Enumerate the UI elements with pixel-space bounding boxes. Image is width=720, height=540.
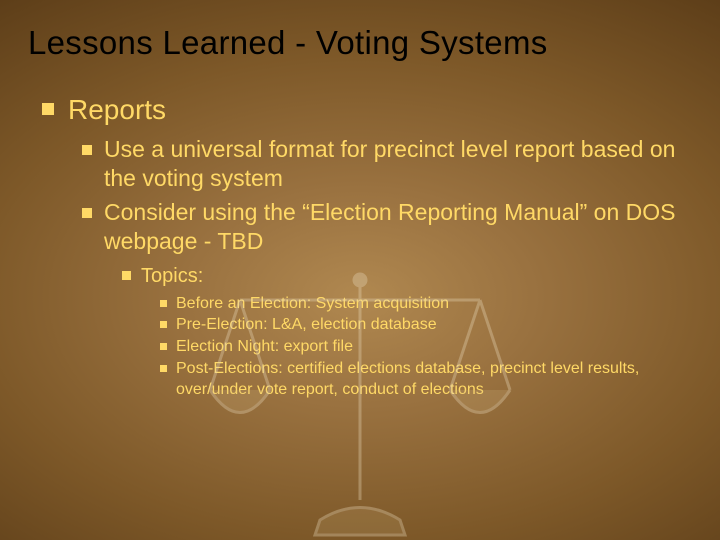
bullet-text: Reports (68, 92, 166, 127)
square-bullet-icon (160, 343, 167, 350)
bullet-text: Pre-Election: L&A, election database (176, 314, 437, 336)
square-bullet-icon (160, 300, 167, 307)
bullet-level2: Use a universal format for precinct leve… (82, 135, 690, 194)
bullet-level4: Before an Election: System acquisition (160, 293, 690, 315)
bullet-level1: Reports (42, 92, 690, 127)
square-bullet-icon (82, 208, 92, 218)
square-bullet-icon (82, 145, 92, 155)
bullet-text: Before an Election: System acquisition (176, 293, 449, 315)
square-bullet-icon (42, 103, 54, 115)
bullet-text: Post-Elections: certified elections data… (176, 358, 690, 401)
square-bullet-icon (160, 365, 167, 372)
bullet-level4: Post-Elections: certified elections data… (160, 358, 690, 401)
bullet-level4: Election Night: export file (160, 336, 690, 358)
square-bullet-icon (160, 321, 167, 328)
bullet-text: Topics: (141, 263, 203, 289)
bullet-text: Consider using the “Election Reporting M… (104, 198, 690, 257)
slide-title: Lessons Learned - Voting Systems (0, 0, 720, 68)
bullet-level2: Consider using the “Election Reporting M… (82, 198, 690, 257)
bullet-level4: Pre-Election: L&A, election database (160, 314, 690, 336)
bullet-text: Election Night: export file (176, 336, 353, 358)
bullet-text: Use a universal format for precinct leve… (104, 135, 690, 194)
square-bullet-icon (122, 271, 131, 280)
slide-body: Reports Use a universal format for preci… (0, 68, 720, 401)
bullet-level3: Topics: (122, 263, 690, 289)
